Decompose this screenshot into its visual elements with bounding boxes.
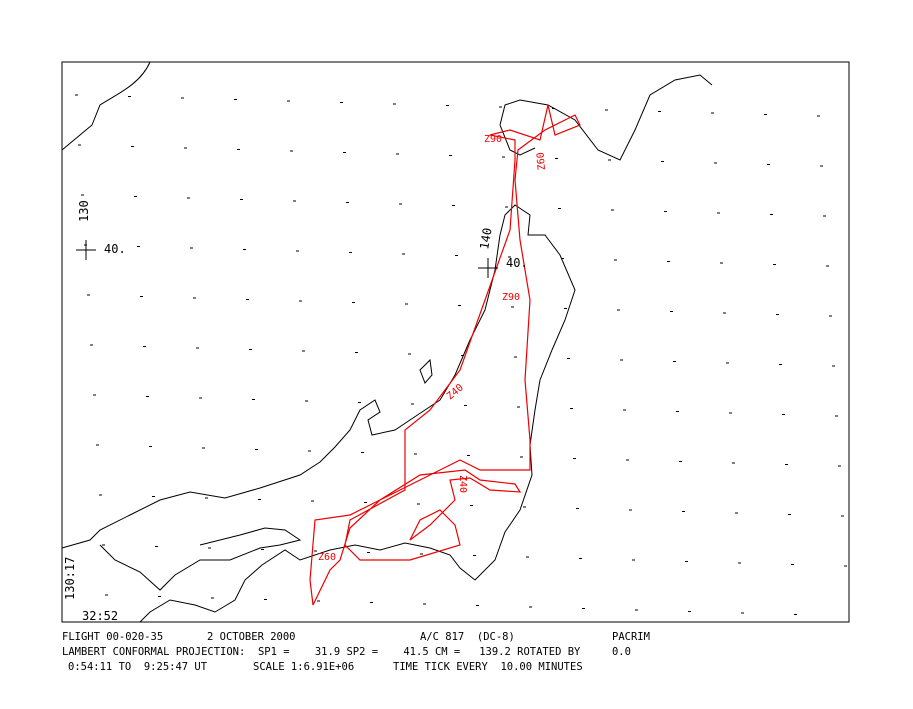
ticks <box>75 94 847 615</box>
track-label: Z90 <box>502 292 520 303</box>
footer-text: LAMBERT CONFORMAL PROJECTION: SP1 = 31.9… <box>62 646 631 658</box>
corner-label-group: 130:17 <box>63 557 77 600</box>
footer-text: A/C 817 (DC-8) <box>420 631 515 643</box>
grid-label: 140 <box>477 227 495 251</box>
grid-label-group: 140 <box>477 227 495 251</box>
coastline <box>61 204 576 623</box>
track-label-group: Z40 <box>457 475 468 493</box>
map-frame <box>61 61 850 623</box>
grid-label: 40. <box>506 256 528 270</box>
coastline <box>99 358 433 591</box>
footer-text: SCALE 1:6.91E+06 <box>253 661 354 673</box>
track-label-group: Z60 <box>535 152 548 171</box>
corner-label: 32:52 <box>82 609 118 623</box>
grid-cross <box>76 240 498 278</box>
footer-text: FLIGHT 00-020-35 <box>62 631 163 643</box>
grid-label: 40. <box>104 242 126 256</box>
corner-label: 130:17 <box>63 557 77 600</box>
footer-text: TIME TICK EVERY 10.00 MINUTES <box>393 661 583 673</box>
footer-text: PACRIM <box>612 631 650 643</box>
footer-text: 0:54:11 TO 9:25:47 UT <box>68 661 208 673</box>
flight-track <box>309 104 581 606</box>
track-label: Z60 <box>318 552 336 563</box>
track-label: Z40 <box>457 475 468 493</box>
grid-label-group: 130 <box>77 200 91 222</box>
coastline <box>61 61 151 151</box>
track-label: Z90 <box>484 134 502 145</box>
grid-label: 130 <box>77 200 91 222</box>
coastline <box>499 74 713 161</box>
footer-text: 2 OCTOBER 2000 <box>207 631 296 643</box>
track-label: Z60 <box>535 152 548 171</box>
